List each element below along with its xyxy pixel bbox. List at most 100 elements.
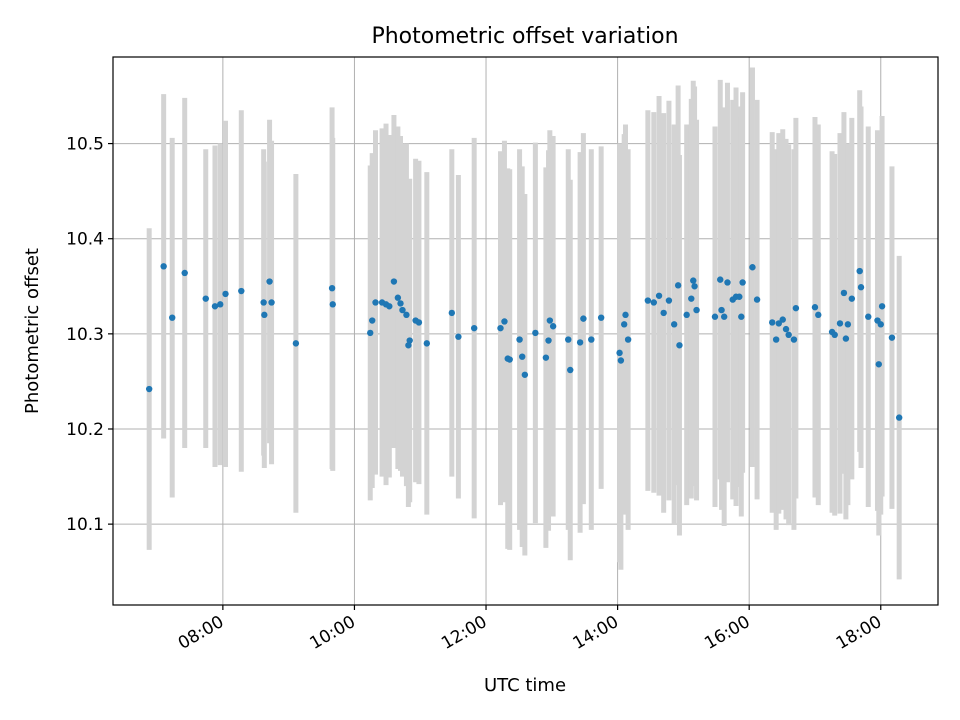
y-tick-label: 10.2 [66,420,104,440]
data-point [588,336,595,343]
data-point [399,306,406,314]
data-point [665,297,673,304]
data-point [394,294,402,301]
data-point [516,336,523,343]
data-point [470,324,478,332]
data-point [406,337,413,344]
data-point [580,315,587,322]
data-point [792,304,800,312]
data-point [423,340,431,347]
data-point [222,290,229,298]
data-point [521,371,529,378]
data-point [688,295,695,302]
data-point [815,311,822,319]
data-point [724,279,731,286]
data-point [542,354,550,361]
data-point [842,335,850,342]
data-point [506,356,513,363]
data-point [878,303,886,310]
data-point [145,385,153,393]
x-tick-label: 16:00 [701,612,753,654]
y-axis-label: Photometric offset [22,248,43,414]
data-point [865,313,872,320]
data-point [622,311,629,319]
data-point [448,309,456,317]
data-point [670,321,678,328]
data-point [532,329,539,337]
y-tick-label: 10.1 [66,515,104,535]
data-point [211,303,219,310]
data-point [718,306,725,314]
data-point [329,301,336,308]
plot-frame [112,56,939,606]
data-point [779,316,786,323]
data-point [877,321,884,328]
data-point [620,321,628,328]
data-point [328,284,336,292]
chart-title: Photometric offset variation [371,24,678,49]
x-tick-label: 12:00 [438,612,490,654]
y-tick-label: 10.4 [66,230,104,250]
data-point [519,353,526,360]
data-point [268,299,275,306]
data-point [169,314,176,321]
data-point [785,331,792,339]
data-point [676,342,683,349]
data-point [753,296,761,303]
data-point [790,336,798,343]
data-point [369,317,376,324]
data-point [372,299,379,306]
data-point [501,318,508,325]
x-tick-label: 08:00 [175,612,227,654]
data-point [644,297,652,304]
data-point [888,334,896,341]
data-point [711,313,719,320]
x-tick-label: 18:00 [833,612,885,654]
data-point [160,263,167,270]
data-point [650,299,657,306]
data-point [238,287,245,295]
data-point [292,340,300,347]
data-point [875,361,882,368]
data-point [844,321,852,328]
data-point [782,325,790,333]
data-point [856,267,863,275]
data-point [576,339,584,346]
data-point [497,324,504,332]
data-point [836,320,844,327]
data-point [415,319,423,326]
data-point [840,289,848,297]
x-axis-ticks: 08:00 10:00 12:00 14:00 16:00 18:00 [175,605,885,654]
data-point [736,293,743,300]
data-point [831,331,838,339]
data-point [567,366,574,374]
data-point [895,414,903,421]
data-point [683,311,690,319]
data-point [749,264,756,271]
x-axis-label: UTC time [484,675,566,696]
data-point [739,279,746,286]
y-tick-label: 10.5 [66,135,104,155]
data-point [690,277,697,284]
data-point [266,278,273,285]
data-point [565,336,572,343]
data-point [772,336,780,343]
data-point [660,309,667,317]
data-point [624,336,632,343]
data-point [217,301,224,308]
data-point [617,357,625,364]
data-point [693,306,700,314]
data-point [775,320,782,327]
data-points [145,263,903,421]
data-point [674,282,682,289]
data-point [769,319,776,326]
y-tick-label: 10.3 [66,325,104,345]
data-point [691,283,698,290]
data-point [597,314,605,321]
y-axis-ticks: 10.1 10.2 10.3 10.4 10.5 [66,135,113,535]
error-bars [146,67,902,580]
data-point [655,292,663,299]
x-tick-label: 14:00 [570,612,622,654]
data-point [811,304,819,311]
